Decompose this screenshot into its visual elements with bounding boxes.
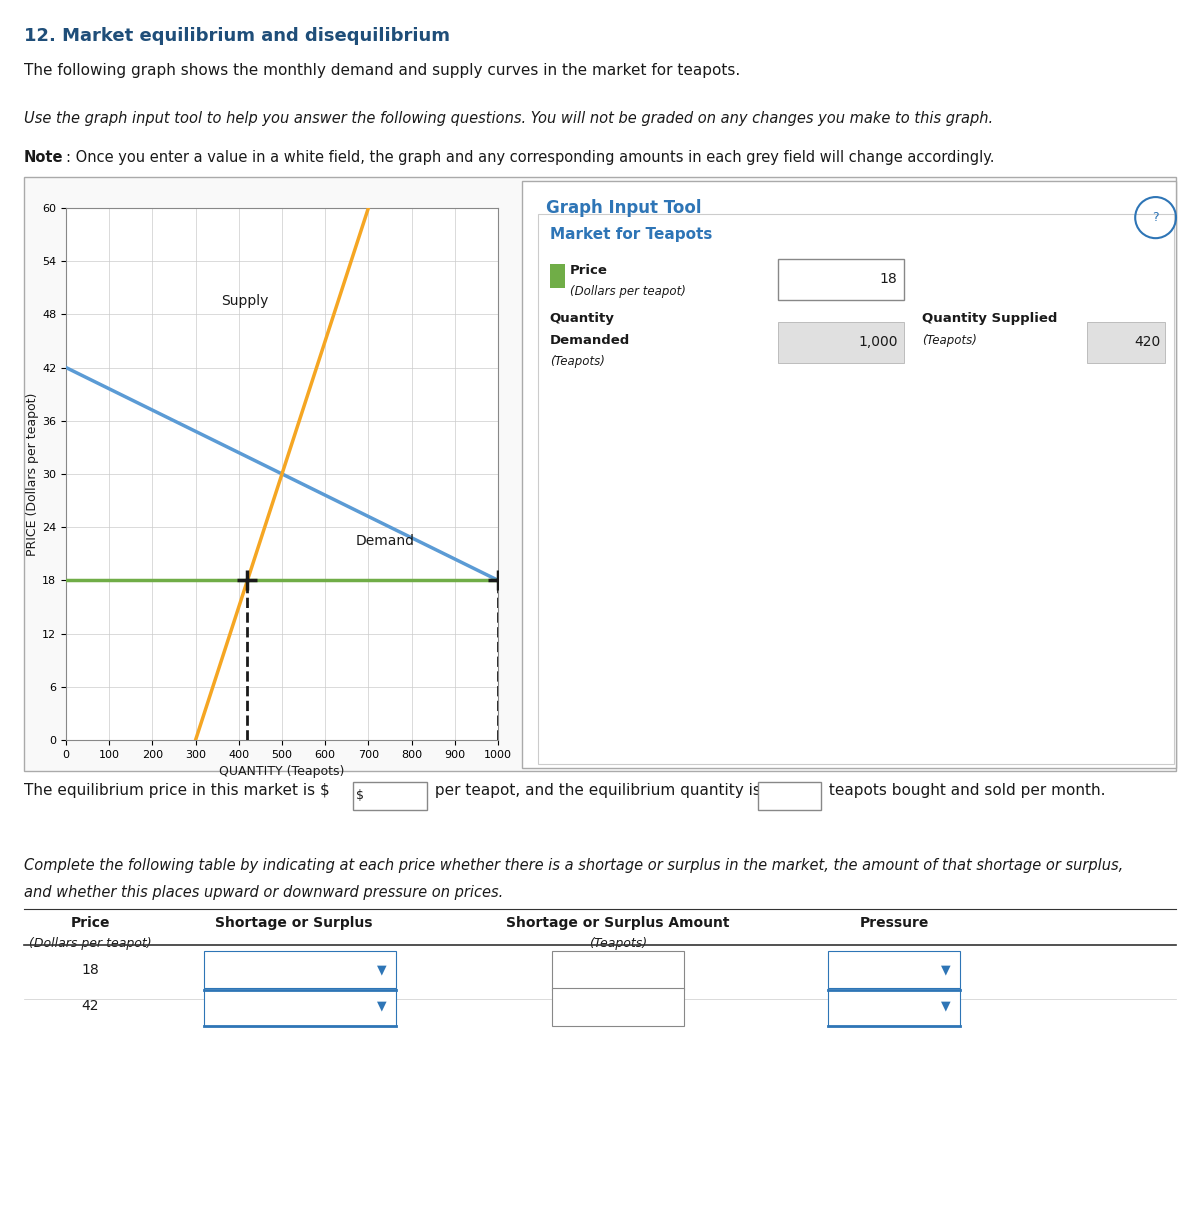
Text: Shortage or Surplus Amount: Shortage or Surplus Amount [506,916,730,931]
Text: ?: ? [1152,212,1159,224]
Text: Note: Note [24,150,64,164]
Text: Shortage or Surplus: Shortage or Surplus [215,916,373,931]
Text: (Dollars per teapot): (Dollars per teapot) [29,937,151,950]
Text: Use the graph input tool to help you answer the following questions. You will no: Use the graph input tool to help you ans… [24,111,994,126]
Text: Price: Price [71,916,109,931]
Text: ▼: ▼ [377,1000,386,1012]
FancyBboxPatch shape [758,782,821,810]
Y-axis label: PRICE (Dollars per teapot): PRICE (Dollars per teapot) [26,392,40,556]
FancyBboxPatch shape [828,951,960,990]
Text: 12. Market equilibrium and disequilibrium: 12. Market equilibrium and disequilibriu… [24,27,450,45]
Text: : Once you enter a value in a white field, the graph and any corresponding amoun: : Once you enter a value in a white fiel… [66,150,995,164]
Text: $: $ [356,789,365,802]
FancyBboxPatch shape [778,322,904,363]
Text: Demanded: Demanded [550,334,630,347]
Text: ▼: ▼ [941,964,950,976]
FancyBboxPatch shape [828,988,960,1026]
Text: (Teapots): (Teapots) [922,334,977,347]
Text: Quantity: Quantity [550,312,614,325]
FancyBboxPatch shape [550,264,565,288]
Text: per teapot, and the equilibrium quantity is: per teapot, and the equilibrium quantity… [430,783,766,798]
Text: Graph Input Tool: Graph Input Tool [546,199,702,218]
Text: Price: Price [570,264,608,277]
Text: and whether this places upward or downward pressure on prices.: and whether this places upward or downwa… [24,885,503,899]
Text: Demand: Demand [355,534,414,548]
FancyBboxPatch shape [204,988,396,1026]
Text: ▼: ▼ [377,964,386,976]
Text: 18: 18 [82,962,98,977]
Text: (Teapots): (Teapots) [589,937,647,950]
Text: (Dollars per teapot): (Dollars per teapot) [570,285,686,299]
Text: 1,000: 1,000 [858,335,898,349]
Text: teapots bought and sold per month.: teapots bought and sold per month. [824,783,1106,798]
FancyBboxPatch shape [24,177,1176,771]
Text: Pressure: Pressure [859,916,929,931]
FancyBboxPatch shape [552,988,684,1026]
FancyBboxPatch shape [353,782,427,810]
FancyBboxPatch shape [522,181,1176,768]
Text: The following graph shows the monthly demand and supply curves in the market for: The following graph shows the monthly de… [24,63,740,77]
FancyBboxPatch shape [204,951,396,990]
Text: ▼: ▼ [941,1000,950,1012]
Text: Quantity Supplied: Quantity Supplied [922,312,1057,325]
Text: Market for Teapots: Market for Teapots [550,227,712,242]
Text: The equilibrium price in this market is $: The equilibrium price in this market is … [24,783,330,798]
Text: 42: 42 [82,999,98,1013]
Text: Complete the following table by indicating at each price whether there is a shor: Complete the following table by indicati… [24,858,1123,873]
Text: 18: 18 [880,272,898,287]
Text: (Teapots): (Teapots) [550,355,605,369]
X-axis label: QUANTITY (Teapots): QUANTITY (Teapots) [220,765,344,779]
Text: 420: 420 [1134,335,1160,349]
FancyBboxPatch shape [1087,322,1165,363]
FancyBboxPatch shape [552,951,684,990]
Text: Supply: Supply [222,295,269,308]
FancyBboxPatch shape [778,259,904,300]
FancyBboxPatch shape [538,214,1174,764]
